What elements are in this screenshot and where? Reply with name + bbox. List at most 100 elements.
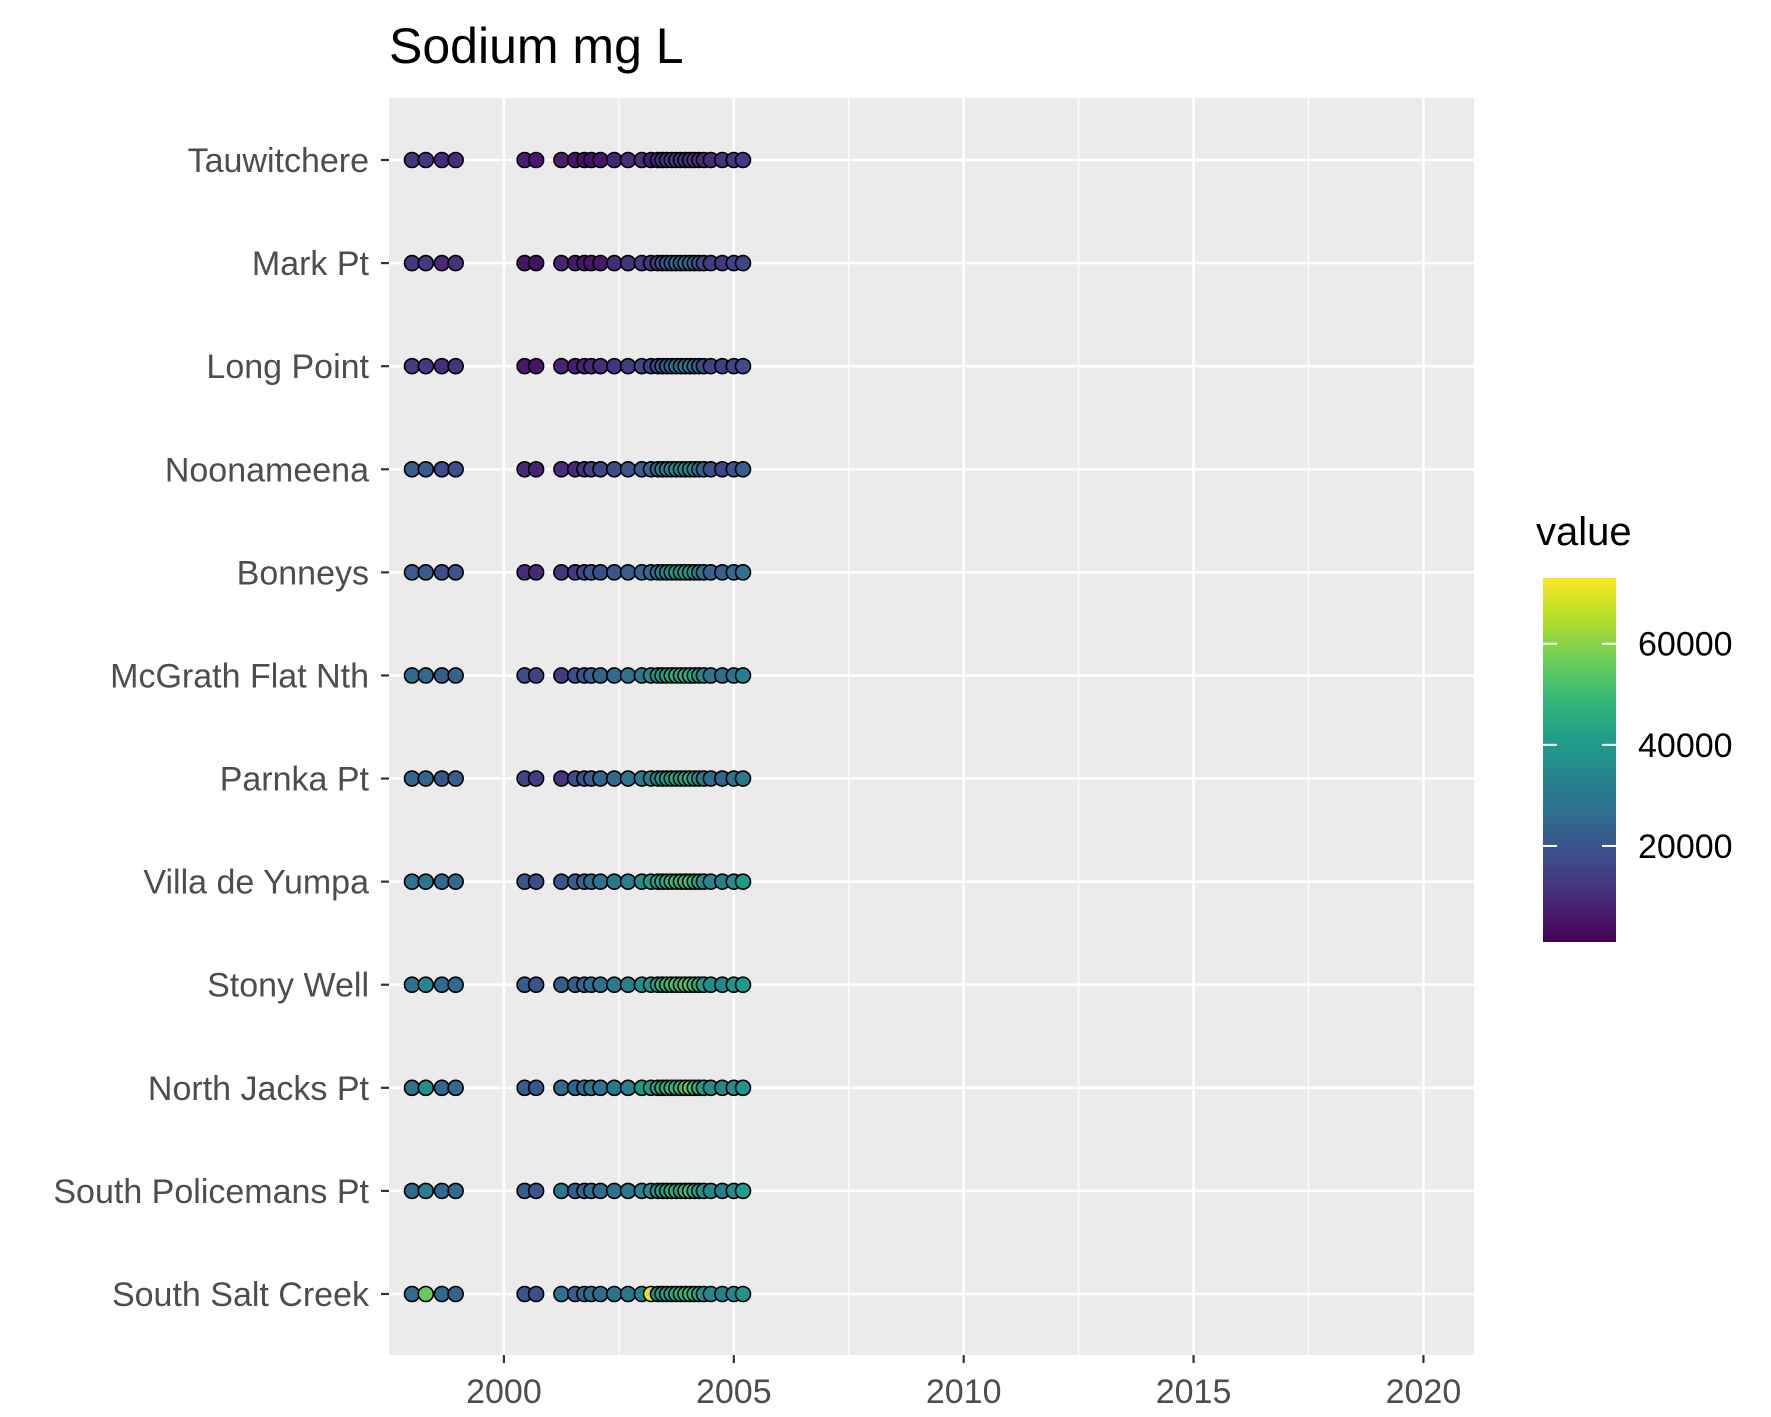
data-point [447, 873, 464, 890]
data-point [553, 976, 570, 994]
y-tick-label: Tauwitchere [188, 142, 369, 180]
y-tick-label: Noonameena [165, 451, 369, 489]
data-point [619, 770, 637, 787]
data-point [734, 254, 752, 272]
data-point [605, 667, 623, 684]
data-point [433, 357, 451, 375]
data-point [553, 357, 570, 375]
data-point [447, 151, 464, 169]
data-point [619, 1182, 637, 1200]
legend-tick-label: 20000 [1638, 828, 1733, 866]
data-point [619, 151, 637, 169]
data-point [433, 460, 451, 478]
data-point [734, 976, 752, 994]
data-point [433, 151, 451, 169]
data-point [447, 770, 464, 787]
x-tick-label: 2020 [1386, 1373, 1462, 1411]
data-point [403, 1079, 421, 1097]
data-point [527, 976, 545, 994]
data-point [447, 1182, 464, 1200]
data-point [605, 254, 623, 272]
data-point [447, 976, 464, 994]
data-point [403, 357, 421, 375]
data-point [527, 1182, 545, 1200]
data-point [527, 1079, 545, 1097]
data-point [734, 1285, 752, 1303]
data-point [403, 460, 421, 478]
data-point [403, 1285, 421, 1303]
data-point [417, 151, 435, 169]
data-point [592, 770, 609, 787]
y-tick-label: South Salt Creek [112, 1276, 370, 1314]
data-points [403, 151, 752, 1303]
data-point [527, 667, 545, 684]
data-point [734, 564, 752, 581]
legend-colorbar [1543, 578, 1616, 942]
data-point [592, 1182, 609, 1200]
x-axis: 2000 2005 2010 2015 2020 [466, 1355, 1461, 1411]
data-point [605, 1182, 623, 1200]
legend-tick-label: 40000 [1638, 727, 1733, 765]
data-point [417, 254, 435, 272]
data-point [553, 1285, 570, 1303]
data-point [433, 254, 451, 272]
data-point [447, 254, 464, 272]
data-point [403, 873, 421, 890]
data-point [417, 976, 435, 994]
data-point [403, 976, 421, 994]
data-point [417, 1182, 435, 1200]
data-point [734, 1182, 752, 1200]
data-point [734, 460, 752, 478]
data-point [527, 873, 545, 890]
data-point [403, 151, 421, 169]
data-point [619, 564, 637, 581]
y-tick-label: Stony Well [207, 967, 369, 1005]
data-point [403, 667, 421, 684]
data-point [734, 667, 752, 684]
data-point [592, 254, 609, 272]
data-point [605, 976, 623, 994]
data-point [433, 770, 451, 787]
data-point [553, 151, 570, 169]
data-point [734, 873, 752, 890]
data-point [605, 357, 623, 375]
data-point [527, 1285, 545, 1303]
data-point [619, 873, 637, 890]
data-point [605, 1285, 623, 1303]
data-point [619, 460, 637, 478]
data-point [433, 564, 451, 581]
data-point [553, 1079, 570, 1097]
data-point [527, 564, 545, 581]
x-tick-label: 2000 [466, 1373, 542, 1411]
data-point [553, 564, 570, 581]
data-point [553, 460, 570, 478]
legend-title: value [1536, 510, 1632, 554]
data-point [403, 1182, 421, 1200]
y-tick-label: South Policemans Pt [53, 1173, 369, 1211]
data-point [417, 357, 435, 375]
legend-tick-label: 60000 [1638, 626, 1733, 664]
data-point [592, 1079, 609, 1097]
data-point [592, 976, 609, 994]
data-point [605, 770, 623, 787]
data-point [619, 357, 637, 375]
data-point [734, 770, 752, 787]
data-point [417, 770, 435, 787]
data-point [553, 1182, 570, 1200]
data-point [619, 1285, 637, 1303]
color-legend: value 20000 40000 60000 [1536, 510, 1733, 942]
data-point [433, 1079, 451, 1097]
data-point [417, 460, 435, 478]
data-point [592, 667, 609, 684]
data-point [527, 151, 545, 169]
data-point [592, 873, 609, 890]
data-point [592, 1285, 609, 1303]
data-point [619, 667, 637, 684]
data-point [619, 1079, 637, 1097]
y-tick-label: McGrath Flat Nth [110, 657, 369, 695]
data-point [527, 357, 545, 375]
chart-title: Sodium mg L [389, 18, 684, 74]
data-point [605, 460, 623, 478]
data-point [527, 770, 545, 787]
